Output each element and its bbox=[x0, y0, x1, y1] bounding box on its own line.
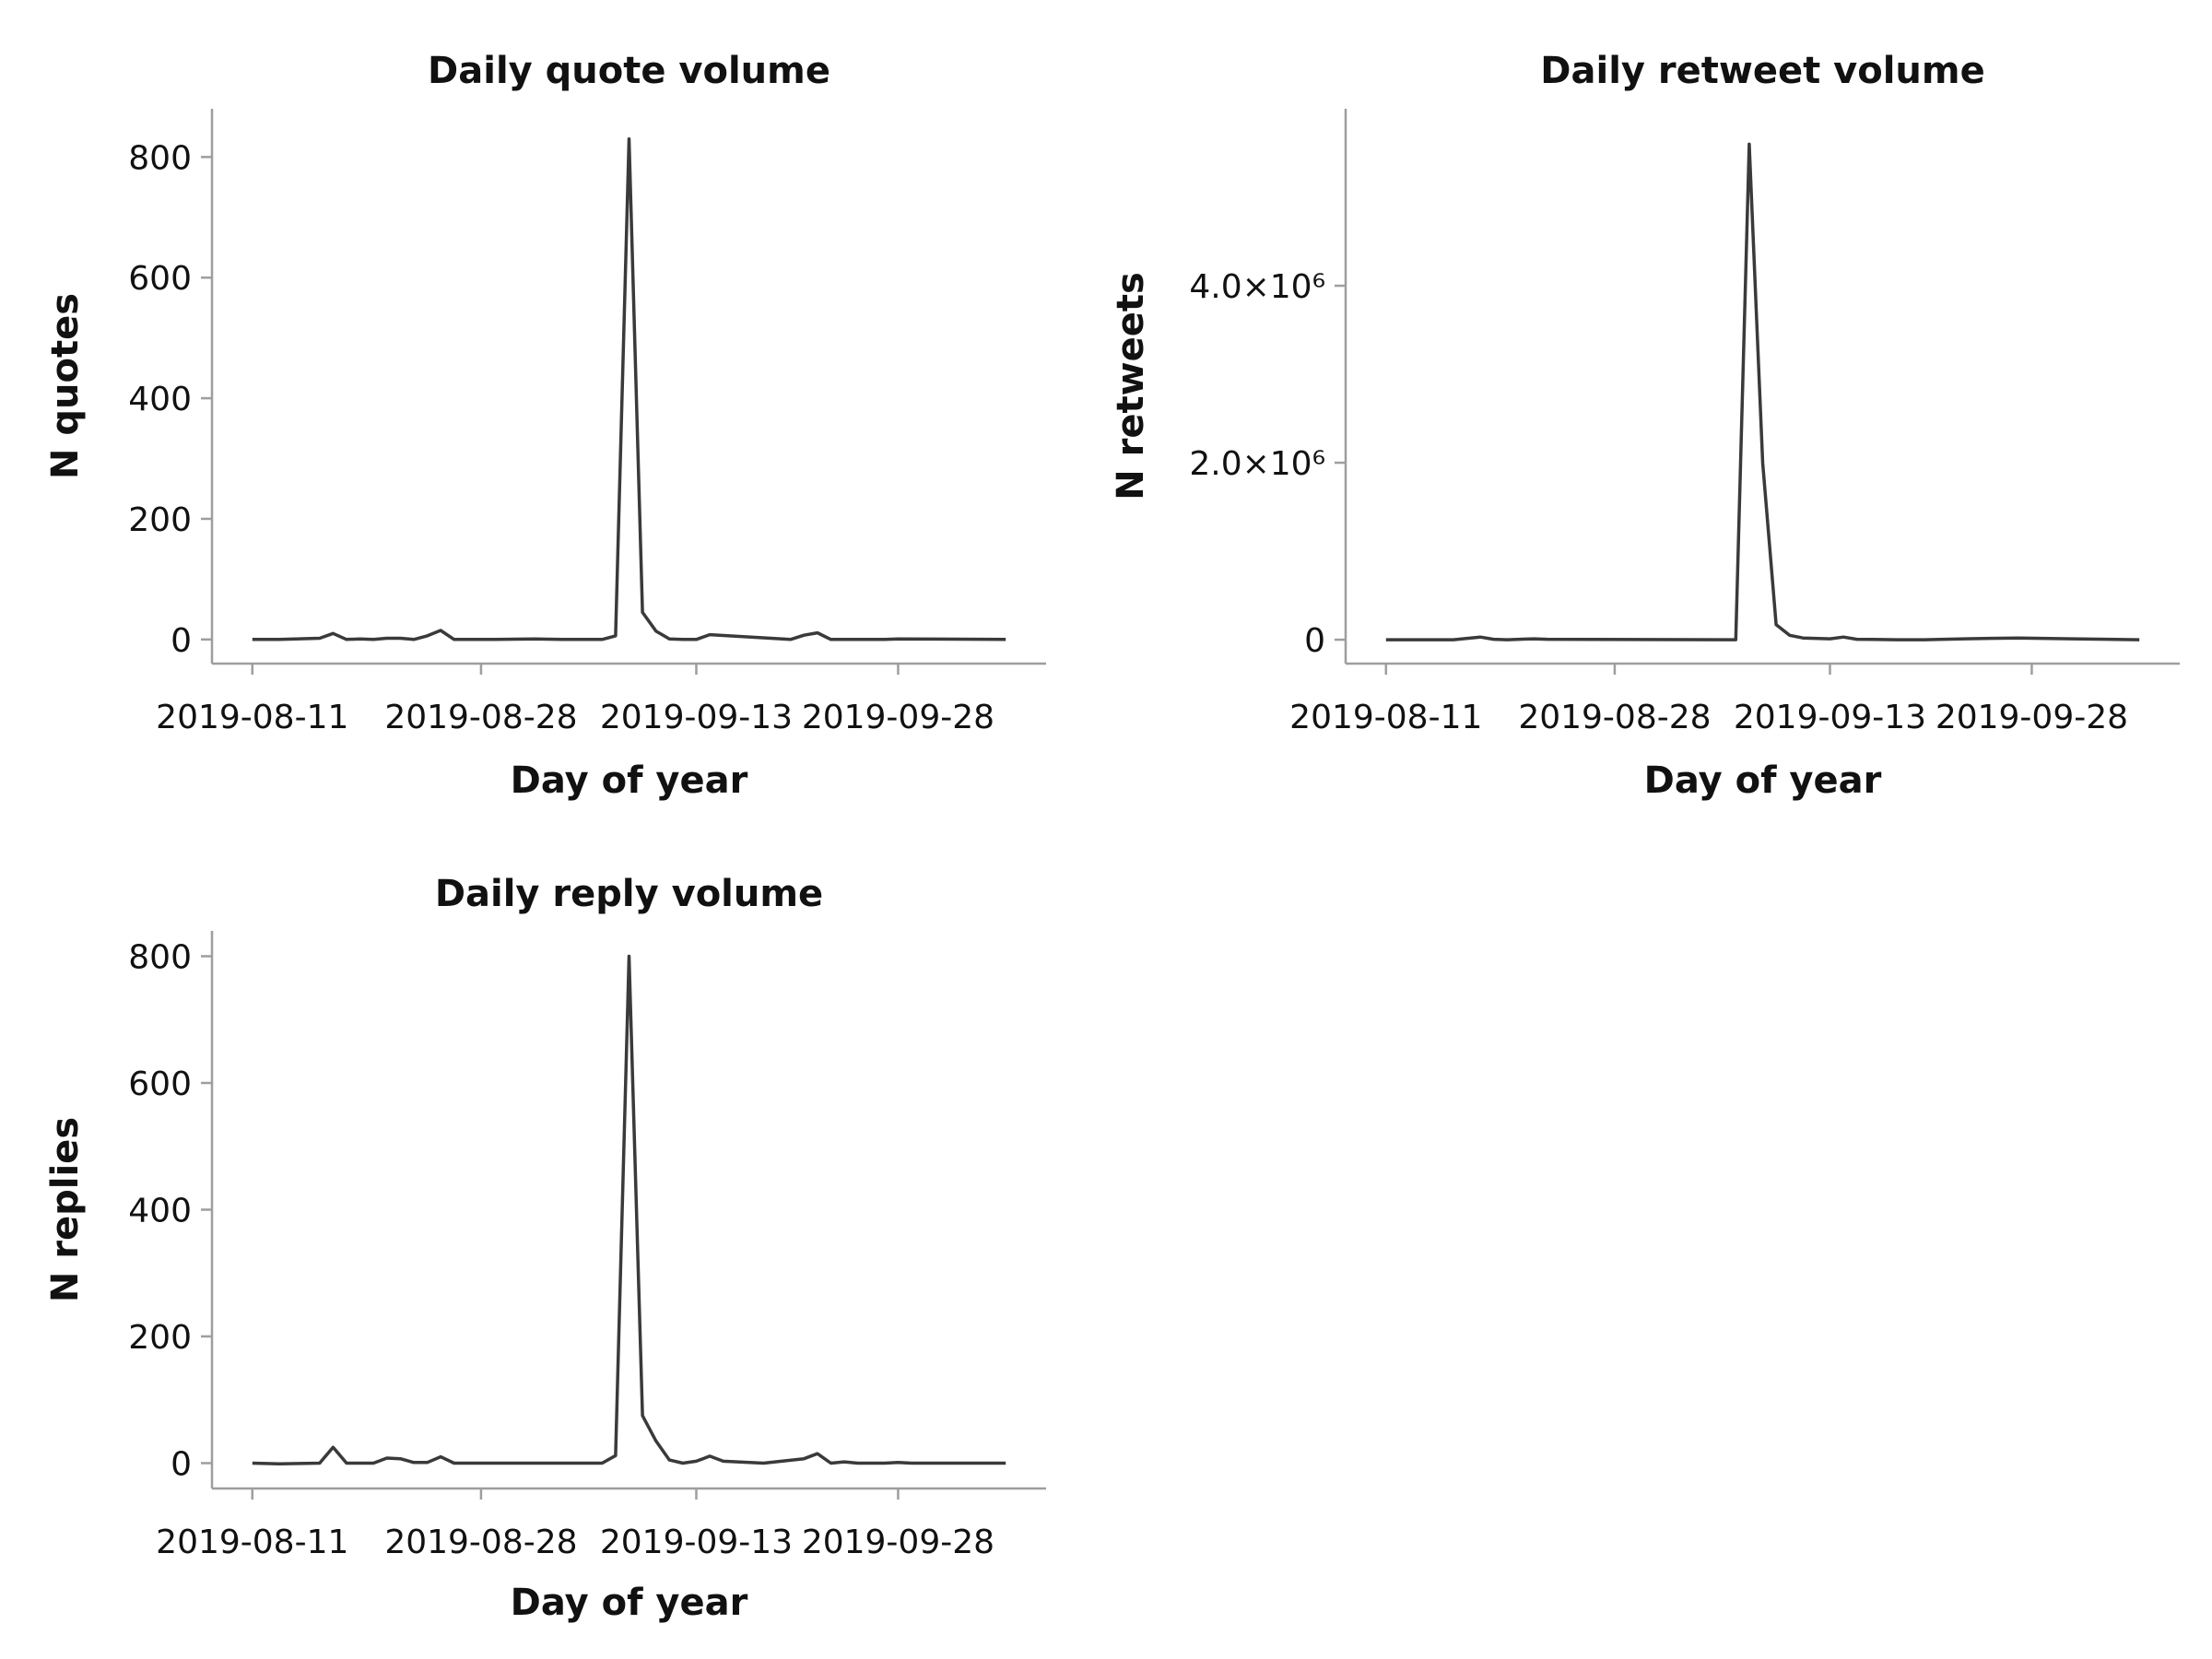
x-axis-label: Day of year bbox=[1644, 759, 1882, 802]
y-tick-label: 2.0×10⁶ bbox=[1189, 445, 1325, 483]
y-tick-label: 400 bbox=[128, 381, 192, 418]
x-tick-label: 2019-09-13 bbox=[600, 1524, 793, 1561]
x-tick-label: 2019-09-28 bbox=[1936, 699, 2128, 736]
x-tick-label: 2019-08-28 bbox=[1518, 699, 1711, 736]
chart-panel-2: Daily retweet volume 0 2.0×10⁶ 4.0×10⁶ 2019-… bbox=[1110, 50, 2180, 802]
x-tick-label: 2019-08-28 bbox=[384, 1524, 577, 1561]
x-tick-label: 2019-09-28 bbox=[802, 699, 994, 736]
x-tick-label: 2019-09-28 bbox=[802, 1524, 994, 1561]
y-tick-label: 800 bbox=[128, 139, 192, 177]
y-tick-label: 0 bbox=[1304, 622, 1325, 660]
series-line bbox=[1385, 142, 2140, 641]
y-tick-label: 200 bbox=[128, 501, 192, 539]
x-axis-label: Day of year bbox=[511, 759, 748, 802]
series-line bbox=[252, 954, 1006, 1465]
chart-title: Daily reply volume bbox=[435, 873, 823, 915]
y-tick-label: 600 bbox=[128, 1065, 192, 1103]
y-axis-label: N replies bbox=[44, 1117, 87, 1302]
chart-panel-3: Daily reply volume 0 200 400 600 800 2019-08-1… bbox=[44, 873, 1046, 1624]
x-tick-label: 2019-08-11 bbox=[156, 699, 348, 736]
x-tick-label: 2019-08-28 bbox=[384, 699, 577, 736]
y-tick-label: 600 bbox=[128, 260, 192, 298]
x-axis-label: Day of year bbox=[511, 1582, 748, 1624]
y-tick-label: 0 bbox=[171, 622, 192, 660]
y-axis-label: N quotes bbox=[44, 293, 87, 479]
x-tick-label: 2019-09-13 bbox=[1734, 699, 1926, 736]
x-tick-label: 2019-09-13 bbox=[600, 699, 793, 736]
x-tick-label: 2019-08-11 bbox=[1289, 699, 1482, 736]
chart-panel-1: Daily quote volume 0 200 400 600 800 2019-08-1… bbox=[44, 50, 1046, 802]
chart-title: Daily retweet volume bbox=[1540, 50, 1984, 92]
y-tick-label: 800 bbox=[128, 939, 192, 977]
y-tick-label: 4.0×10⁶ bbox=[1189, 268, 1325, 306]
y-tick-label: 400 bbox=[128, 1193, 192, 1230]
series-line bbox=[252, 136, 1006, 641]
x-tick-label: 2019-08-11 bbox=[156, 1524, 348, 1561]
y-axis-label: N retweets bbox=[1110, 272, 1152, 500]
y-tick-label: 200 bbox=[128, 1319, 192, 1357]
y-tick-label: 0 bbox=[171, 1446, 192, 1484]
chart-title: Daily quote volume bbox=[428, 50, 830, 92]
